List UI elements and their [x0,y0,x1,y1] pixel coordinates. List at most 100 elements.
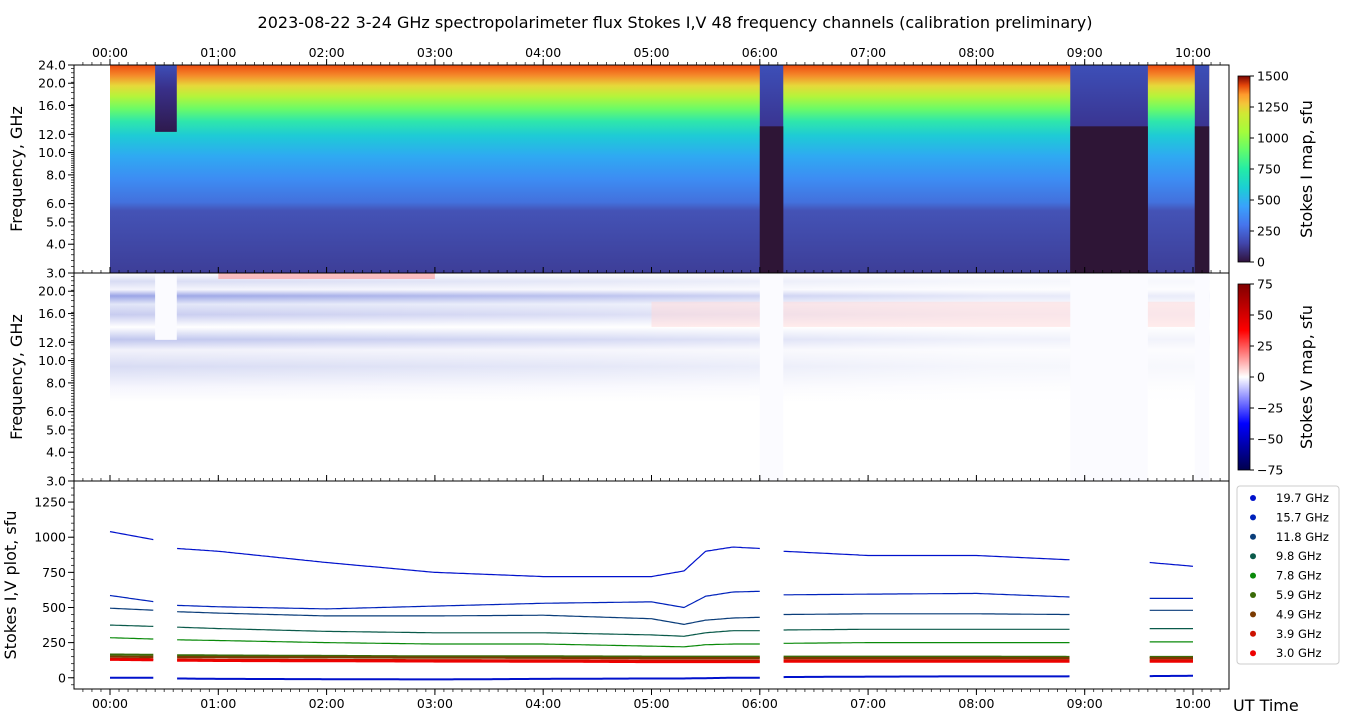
time-axis-label: UT Time [1233,696,1299,715]
legend-marker [1250,630,1256,637]
line-plot-y-tick-label: 0 [58,670,66,685]
series-line-3-0-ghz [110,658,1193,664]
top-time-tick-label: 05:00 [633,45,669,60]
stokes-i-freq-tick-label: 3.0 [46,266,66,281]
stokes-i-data-gap-low [1070,126,1148,274]
stokes-v-freq-tick-label: 12.0 [38,335,66,350]
stokes-i-colorbar-tick-label: 250 [1257,224,1281,239]
stokes-line-plot-panel: 0 250 500 750 1000 1250 00:00 01:00 02:00 03:00 04… [1,475,1299,715]
stokes-i-data-gap-low [1194,126,1210,274]
stokes-v-colorbar-tick-label: −50 [1257,432,1283,447]
stokes-v-colorbar: 75 50 25 0 −25 −50 −75 Stokes V map, sfu [1237,277,1316,478]
line-plot-y-tick-label: 500 [42,600,66,615]
legend-marker [1250,514,1256,521]
stokes-v-freq-tick-label: 20.0 [38,284,66,299]
line-plot-y-tick-label: 250 [42,635,66,650]
stokes-v-colorbar-tick-label: −75 [1257,463,1283,478]
stokes-v-freq-tick-label: 4.0 [46,445,66,460]
stokes-i-ylabel: Frequency, GHz [7,106,26,232]
bottom-time-tick-label: 02:00 [309,696,345,711]
legend-label: 9.8 GHz [1276,549,1322,563]
stokes-v-freq-tick-label: 3.0 [46,474,66,489]
stokes-v-baseline-line [110,674,1193,681]
line-plot-y-tick-label: 1000 [34,530,66,545]
series-line-7-8-ghz [109,637,1193,648]
legend-marker [1250,553,1256,560]
stokes-i-map-panel: Frequency, GHz 3.0 4.0 5.0 6.0 8.0 10.0 12.0 16.… [7,45,1230,281]
bottom-time-tick-label: 08:00 [958,696,994,711]
stokes-v-freq-tick-label: 6.0 [46,404,66,419]
stokes-i-freq-tick-label: 12.0 [38,127,66,142]
legend-marker [1250,592,1256,598]
legend-marker [1250,572,1256,579]
top-time-tick-label: 07:00 [850,45,886,60]
stokes-v-colorbar-label: Stokes V map, sfu [1297,305,1316,449]
top-time-tick-label: 04:00 [525,45,561,60]
stokes-v-colorbar-tick-label: 50 [1257,308,1273,323]
stokes-i-data-gap [155,65,177,132]
top-time-tick-label: 02:00 [309,45,345,60]
stokes-v-ylabel: Frequency, GHz [7,314,26,440]
legend-label: 15.7 GHz [1276,510,1329,524]
legend-marker [1250,611,1256,618]
legend-marker [1250,495,1256,501]
bottom-time-tick-label: 06:00 [742,696,778,711]
top-time-tick-label: 06:00 [742,45,778,60]
stokes-v-colorbar-tick-label: 0 [1257,370,1265,385]
frequency-legend: 19.7 GHz 15.7 GHz 11.8 GHz 9.8 GHz 7.8 GHz 5.… [1236,485,1340,665]
stokes-v-data-gap [1194,273,1210,481]
line-plot-y-tick-label: 750 [42,565,66,580]
series-line-15-7-ghz [109,590,1193,610]
legend-marker [1250,533,1256,540]
series-line-4-9-ghz [110,655,1193,660]
stokes-i-colorbar-label: Stokes I map, sfu [1297,100,1316,238]
series-line-9-8-ghz [110,624,1193,637]
bottom-time-tick-label: 09:00 [1067,696,1103,711]
stokes-v-freq-tick-label: 8.0 [46,375,66,390]
stokes-i-colorbar-tick-label: 750 [1257,162,1281,177]
stokes-i-freq-tick-label: 6.0 [46,196,66,211]
stokes-i-freq-tick-label: 24.0 [38,58,66,73]
stokes-i-freq-tick-label: 5.0 [46,214,66,229]
stokes-i-colorbar-tick-label: 1500 [1257,69,1289,84]
stokes-i-colorbar-tick-label: 0 [1257,255,1265,270]
stokes-v-data-gap [155,273,177,340]
stokes-v-positive-band [218,273,435,279]
top-time-tick-label: 00:00 [92,45,128,60]
top-time-tick-label: 10:00 [1175,45,1211,60]
legend-label: 7.8 GHz [1276,569,1322,583]
bottom-time-tick-label: 07:00 [850,696,886,711]
stokes-i-colorbar-gradient [1237,75,1251,263]
stokes-v-colorbar-tick-label: 75 [1257,277,1273,292]
stokes-i-freq-tick-label: 10.0 [38,145,66,160]
stokes-v-data-gap [1070,273,1148,481]
stokes-i-freq-tick-label: 16.0 [38,98,66,113]
stokes-v-colorbar-tick-label: −25 [1257,401,1283,416]
stokes-v-map-panel: Frequency, GHz 3.0 4.0 5.0 6.0 8.0 10.0 12.0 16.… [7,267,1230,489]
stokes-i-data-gap-low [759,126,784,274]
bottom-time-tick-label: 03:00 [417,696,453,711]
series-line-5-9-ghz [110,653,1193,659]
stokes-i-freq-tick-label: 4.0 [46,237,66,252]
stokes-v-colorbar-gradient [1237,283,1251,471]
stokes-i-colorbar-tick-label: 1000 [1257,131,1289,146]
top-time-tick-label: 08:00 [958,45,994,60]
stokes-i-colorbar-tick-label: 1250 [1257,100,1289,115]
legend-label: 3.0 GHz [1276,646,1322,660]
stokes-i-freq-tick-label: 20.0 [38,76,66,91]
top-time-tick-label: 03:00 [417,45,453,60]
stokes-i-colorbar-tick-label: 500 [1257,193,1281,208]
series-line-19-7-ghz [109,531,1194,578]
bottom-time-tick-label: 10:00 [1175,696,1211,711]
top-time-tick-label: 09:00 [1067,45,1103,60]
stokes-i-intensity-field [110,65,1210,273]
bottom-time-tick-label: 05:00 [633,696,669,711]
legend-frame [1236,485,1340,665]
bottom-time-tick-label: 01:00 [200,696,236,711]
stokes-v-colorbar-tick-label: 25 [1257,339,1273,354]
series-line-11-8-ghz [109,607,1193,625]
stokes-v-data-gap [759,273,784,481]
stokes-v-freq-tick-label: 16.0 [38,306,66,321]
legend-label: 11.8 GHz [1276,530,1329,544]
bottom-time-tick-label: 00:00 [92,696,128,711]
